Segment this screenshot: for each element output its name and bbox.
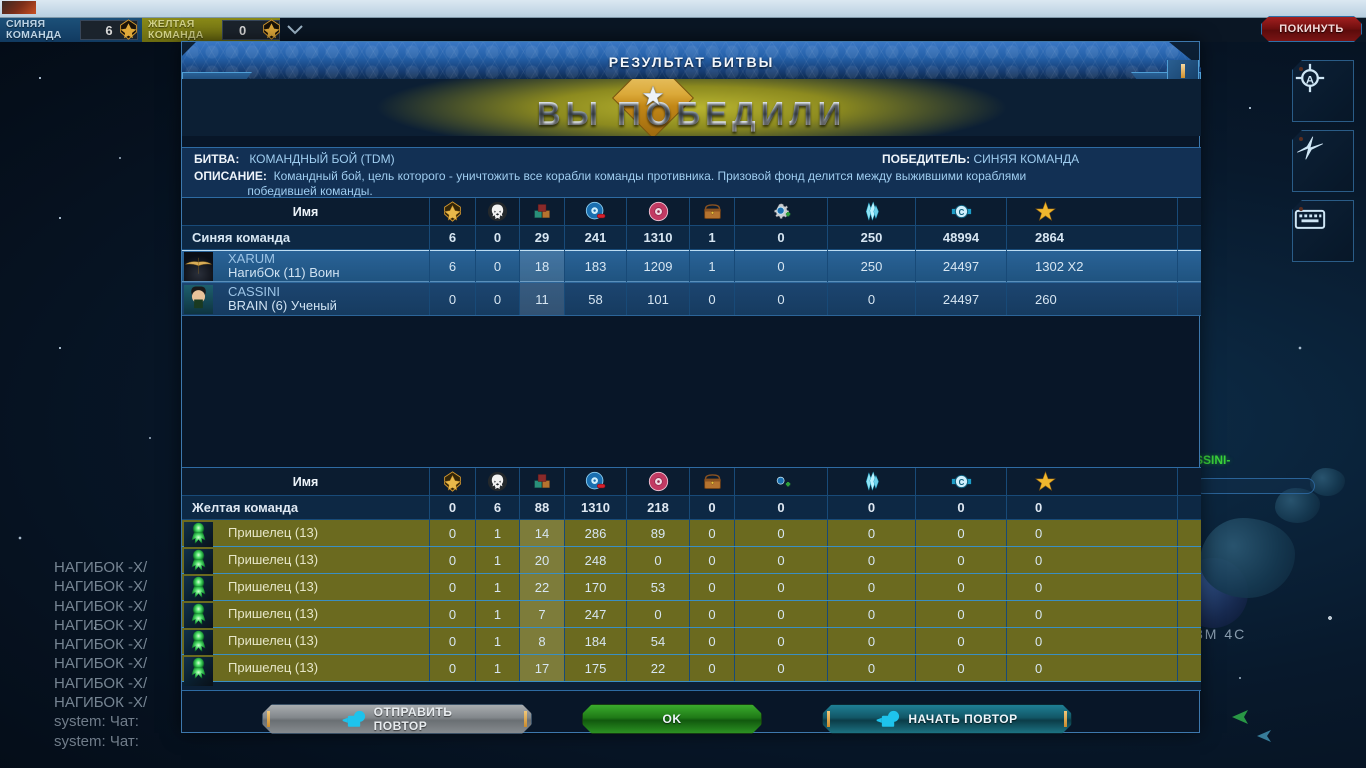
- svg-text:C: C: [958, 208, 964, 217]
- svg-text:A: A: [1306, 75, 1314, 87]
- svg-text:C: C: [958, 478, 964, 487]
